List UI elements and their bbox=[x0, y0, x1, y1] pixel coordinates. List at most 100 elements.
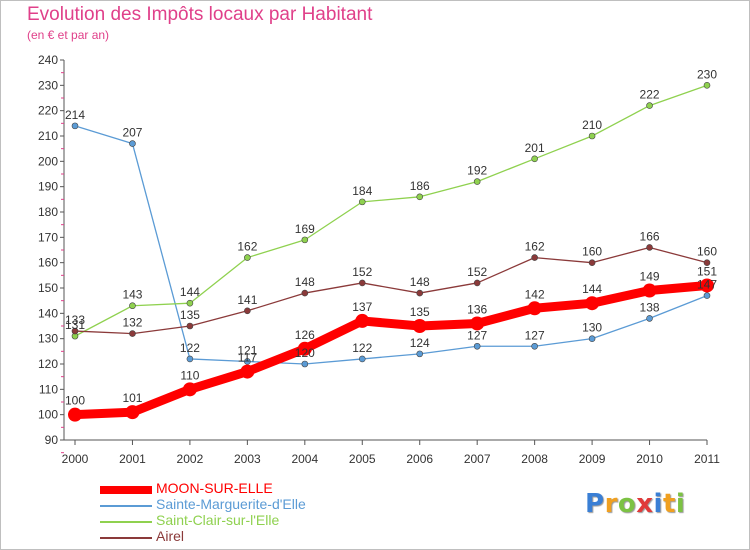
series-line bbox=[74, 125, 708, 365]
series-point bbox=[642, 283, 657, 298]
series-point bbox=[646, 315, 653, 322]
x-tick-label: 2006 bbox=[406, 452, 433, 466]
series-point bbox=[646, 244, 653, 251]
series-point bbox=[71, 327, 79, 335]
series-point bbox=[703, 82, 711, 89]
series-point bbox=[416, 350, 424, 358]
logo-letter: x bbox=[636, 489, 654, 519]
series-point bbox=[473, 178, 481, 185]
legend-swatch bbox=[100, 537, 152, 539]
series-point bbox=[71, 122, 79, 130]
legend-swatch bbox=[100, 486, 152, 494]
x-tick-label: 2000 bbox=[62, 452, 89, 466]
data-label: 122 bbox=[352, 341, 372, 355]
data-label: 142 bbox=[525, 287, 545, 301]
series-point bbox=[473, 279, 481, 287]
y-tick-label: 220 bbox=[38, 104, 58, 118]
data-label: 124 bbox=[410, 336, 430, 350]
logo-letter: t bbox=[662, 489, 676, 519]
series-point bbox=[470, 316, 485, 331]
legend-label: Saint-Clair-sur-l'Elle bbox=[156, 512, 280, 528]
y-tick-label: 230 bbox=[38, 78, 58, 92]
data-label: 214 bbox=[65, 108, 85, 122]
legend-label: Airel bbox=[156, 528, 185, 544]
series-point bbox=[416, 289, 424, 297]
y-tick-label: 170 bbox=[38, 230, 58, 244]
data-label: 152 bbox=[352, 265, 372, 279]
data-label: 148 bbox=[410, 275, 430, 289]
series-point bbox=[244, 307, 251, 315]
data-label: 207 bbox=[122, 126, 142, 140]
series-point bbox=[531, 155, 538, 163]
data-label: 152 bbox=[467, 265, 487, 279]
data-label: 127 bbox=[467, 328, 487, 342]
x-tick-label: 2004 bbox=[291, 452, 318, 466]
series-point bbox=[531, 254, 538, 261]
series-point bbox=[244, 358, 251, 365]
series-point bbox=[588, 132, 596, 140]
data-label: 160 bbox=[582, 245, 602, 259]
series-point bbox=[355, 313, 370, 328]
series-point bbox=[240, 364, 255, 379]
data-label: 144 bbox=[180, 285, 200, 299]
y-tick-label: 120 bbox=[38, 357, 58, 371]
series-point bbox=[588, 335, 596, 342]
data-label: 210 bbox=[582, 118, 602, 132]
y-tick-label: 100 bbox=[38, 408, 58, 422]
data-label: 147 bbox=[697, 278, 717, 292]
data-label: 127 bbox=[525, 328, 545, 342]
logo-letter: o bbox=[617, 489, 637, 519]
data-label: 166 bbox=[640, 229, 660, 243]
data-label: 143 bbox=[122, 288, 142, 302]
series-point bbox=[186, 355, 194, 363]
series-point bbox=[358, 198, 366, 206]
data-label: 126 bbox=[295, 328, 315, 342]
y-tick-label: 90 bbox=[45, 433, 59, 447]
y-tick-label: 160 bbox=[38, 256, 58, 270]
data-label: 136 bbox=[467, 302, 487, 316]
data-label: 222 bbox=[640, 88, 660, 102]
series-point bbox=[588, 259, 596, 266]
series-line bbox=[70, 280, 712, 420]
data-label: 100 bbox=[65, 394, 85, 408]
logo-letter: i bbox=[675, 489, 686, 519]
data-label: 141 bbox=[237, 293, 257, 307]
series-point bbox=[182, 382, 197, 397]
logo-letter: r bbox=[604, 489, 618, 519]
x-tick-label: 2007 bbox=[464, 452, 491, 466]
series-point bbox=[646, 102, 653, 109]
data-label: 101 bbox=[122, 391, 142, 405]
x-tick-label: 2010 bbox=[636, 452, 663, 466]
series-point bbox=[703, 292, 711, 299]
series-point bbox=[527, 301, 542, 316]
data-label: 117 bbox=[238, 351, 257, 365]
series-point bbox=[301, 360, 309, 368]
series-point bbox=[297, 341, 312, 356]
series-point bbox=[703, 259, 711, 266]
series-point bbox=[129, 140, 136, 147]
series-point bbox=[301, 236, 309, 244]
series-point bbox=[129, 302, 136, 310]
series-point bbox=[129, 330, 136, 337]
data-label: 135 bbox=[180, 308, 200, 322]
series-point bbox=[125, 405, 140, 420]
data-label: 122 bbox=[180, 341, 200, 355]
chart-title: Evolution des Impôts locaux par Habitant bbox=[27, 4, 373, 25]
series-point bbox=[416, 193, 424, 201]
data-label: 144 bbox=[582, 282, 602, 296]
data-label: 162 bbox=[525, 240, 545, 254]
data-label: 160 bbox=[697, 245, 717, 259]
data-label: 110 bbox=[180, 368, 199, 382]
y-tick-label: 210 bbox=[38, 129, 58, 143]
data-label: 162 bbox=[237, 240, 257, 254]
series-point bbox=[473, 342, 481, 350]
data-label: 192 bbox=[467, 164, 487, 178]
x-tick-label: 2003 bbox=[234, 452, 261, 466]
series-point bbox=[585, 296, 600, 311]
legend-label: MOON-SUR-ELLE bbox=[156, 480, 273, 496]
series-point bbox=[68, 407, 82, 422]
y-tick-label: 240 bbox=[38, 53, 58, 67]
series-line bbox=[74, 246, 708, 335]
